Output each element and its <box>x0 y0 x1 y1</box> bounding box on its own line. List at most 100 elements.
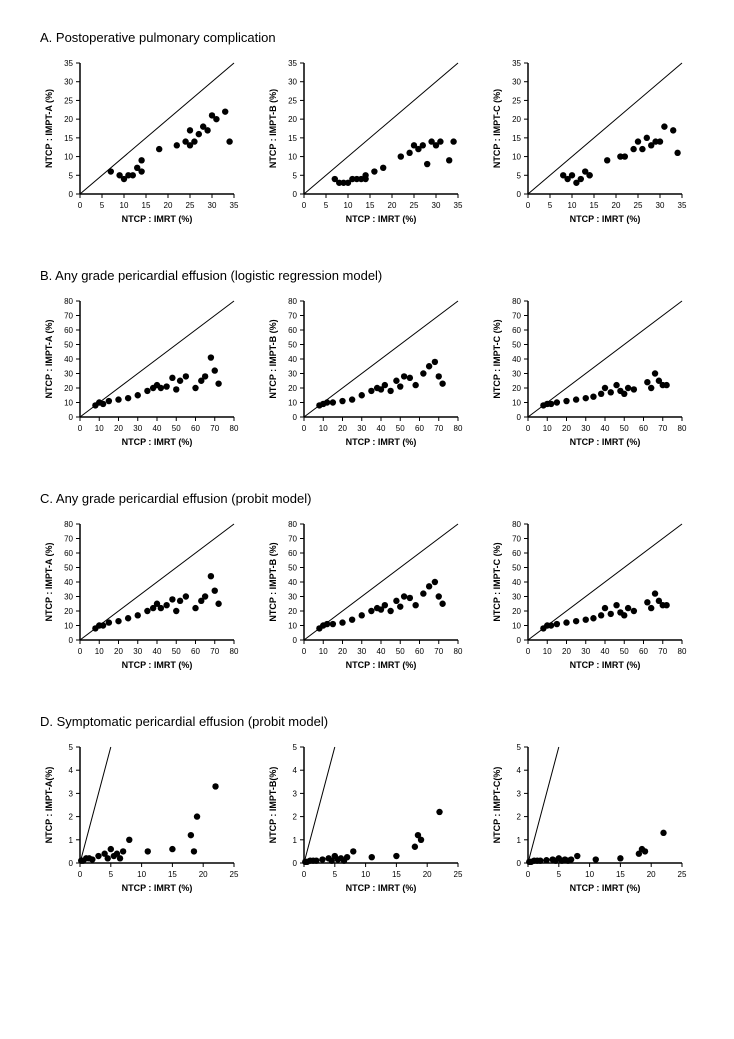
svg-text:5: 5 <box>548 201 553 210</box>
svg-text:60: 60 <box>64 326 73 335</box>
svg-text:20: 20 <box>423 870 432 879</box>
panel: 0510152025303505101520253035NTCP : IMRT … <box>40 55 240 230</box>
svg-text:80: 80 <box>512 520 521 529</box>
svg-text:0: 0 <box>302 424 307 433</box>
scatter-panel-A-0: 0510152025303505101520253035NTCP : IMRT … <box>40 55 240 230</box>
svg-text:70: 70 <box>288 312 297 321</box>
svg-text:25: 25 <box>288 96 297 105</box>
svg-text:20: 20 <box>64 115 73 124</box>
svg-text:20: 20 <box>288 384 297 393</box>
scatter-panel-A-1: 0510152025303505101520253035NTCP : IMRT … <box>264 55 464 230</box>
y-axis-label: NTCP : IMPT-B (%) <box>268 89 278 168</box>
svg-text:40: 40 <box>377 647 386 656</box>
svg-text:10: 10 <box>512 153 521 162</box>
svg-text:20: 20 <box>338 424 347 433</box>
svg-text:80: 80 <box>288 520 297 529</box>
svg-text:20: 20 <box>562 424 571 433</box>
svg-text:10: 10 <box>120 201 129 210</box>
svg-text:30: 30 <box>581 647 590 656</box>
svg-text:50: 50 <box>396 647 405 656</box>
svg-text:0: 0 <box>78 201 83 210</box>
svg-text:10: 10 <box>319 647 328 656</box>
y-axis-label: NTCP : IMPT-B (%) <box>268 319 278 398</box>
svg-text:1: 1 <box>293 836 298 845</box>
svg-text:0: 0 <box>526 201 531 210</box>
svg-text:70: 70 <box>210 647 219 656</box>
x-axis-label: NTCP : IMRT (%) <box>122 883 193 893</box>
svg-text:40: 40 <box>512 355 521 364</box>
svg-text:70: 70 <box>434 647 443 656</box>
panel: 0102030405060708001020304050607080NTCP :… <box>488 293 688 453</box>
panel: 0102030405060708001020304050607080NTCP :… <box>264 516 464 676</box>
y-axis-label: NTCP : IMPT-A (%) <box>44 320 54 399</box>
svg-text:5: 5 <box>109 870 114 879</box>
svg-text:0: 0 <box>302 647 307 656</box>
svg-text:0: 0 <box>293 636 298 645</box>
svg-text:0: 0 <box>526 870 531 879</box>
svg-text:20: 20 <box>288 607 297 616</box>
svg-text:0: 0 <box>69 859 74 868</box>
svg-text:4: 4 <box>69 766 74 775</box>
svg-text:0: 0 <box>302 870 307 879</box>
scatter-panel-B-2: 0102030405060708001020304050607080NTCP :… <box>488 293 688 453</box>
svg-text:20: 20 <box>199 870 208 879</box>
panel: 0510152025012345NTCP : IMRT (%)NTCP : IM… <box>264 739 464 899</box>
svg-text:60: 60 <box>639 647 648 656</box>
y-axis-label: NTCP : IMPT-B (%) <box>268 542 278 621</box>
section-C: C. Any grade pericardial effusion (probi… <box>40 491 704 676</box>
svg-text:40: 40 <box>288 355 297 364</box>
svg-text:50: 50 <box>620 424 629 433</box>
svg-text:15: 15 <box>366 201 375 210</box>
x-axis-label: NTCP : IMRT (%) <box>346 660 417 670</box>
svg-text:30: 30 <box>432 201 441 210</box>
svg-text:0: 0 <box>78 647 83 656</box>
svg-text:40: 40 <box>377 424 386 433</box>
svg-text:80: 80 <box>64 297 73 306</box>
svg-text:80: 80 <box>678 647 687 656</box>
y-axis-label: NTCP : IMPT-C (%) <box>492 319 502 398</box>
svg-text:20: 20 <box>512 384 521 393</box>
svg-text:60: 60 <box>415 647 424 656</box>
scatter-panel-D-0: 0510152025012345NTCP : IMRT (%)NTCP : IM… <box>40 739 240 899</box>
svg-text:10: 10 <box>344 201 353 210</box>
svg-text:20: 20 <box>612 201 621 210</box>
svg-text:1: 1 <box>517 836 522 845</box>
svg-text:4: 4 <box>517 766 522 775</box>
panel: 0102030405060708001020304050607080NTCP :… <box>488 516 688 676</box>
panel: 0510152025012345NTCP : IMRT (%)NTCP : IM… <box>488 739 688 899</box>
svg-text:70: 70 <box>658 647 667 656</box>
svg-text:60: 60 <box>415 424 424 433</box>
svg-text:80: 80 <box>230 647 239 656</box>
y-axis-label: NTCP : IMPT-A (%) <box>44 543 54 622</box>
svg-text:30: 30 <box>208 201 217 210</box>
svg-text:15: 15 <box>288 134 297 143</box>
panel: 0102030405060708001020304050607080NTCP :… <box>264 293 464 453</box>
svg-text:80: 80 <box>512 297 521 306</box>
svg-text:0: 0 <box>293 413 298 422</box>
svg-text:10: 10 <box>543 647 552 656</box>
svg-text:3: 3 <box>69 789 74 798</box>
svg-text:30: 30 <box>288 593 297 602</box>
svg-text:30: 30 <box>64 78 73 87</box>
svg-text:25: 25 <box>230 870 239 879</box>
svg-text:5: 5 <box>69 171 74 180</box>
svg-text:20: 20 <box>562 647 571 656</box>
svg-text:15: 15 <box>590 201 599 210</box>
svg-text:0: 0 <box>293 859 298 868</box>
svg-text:40: 40 <box>512 578 521 587</box>
svg-text:60: 60 <box>512 326 521 335</box>
svg-text:50: 50 <box>172 424 181 433</box>
x-axis-label: NTCP : IMRT (%) <box>346 883 417 893</box>
svg-text:10: 10 <box>512 399 521 408</box>
svg-text:30: 30 <box>357 647 366 656</box>
panel: 0510152025012345NTCP : IMRT (%)NTCP : IM… <box>40 739 240 899</box>
svg-text:30: 30 <box>64 370 73 379</box>
svg-text:25: 25 <box>186 201 195 210</box>
svg-text:20: 20 <box>388 201 397 210</box>
svg-text:20: 20 <box>114 424 123 433</box>
svg-text:50: 50 <box>64 341 73 350</box>
svg-text:25: 25 <box>512 96 521 105</box>
svg-text:5: 5 <box>517 171 522 180</box>
svg-text:50: 50 <box>64 564 73 573</box>
svg-text:25: 25 <box>678 870 687 879</box>
